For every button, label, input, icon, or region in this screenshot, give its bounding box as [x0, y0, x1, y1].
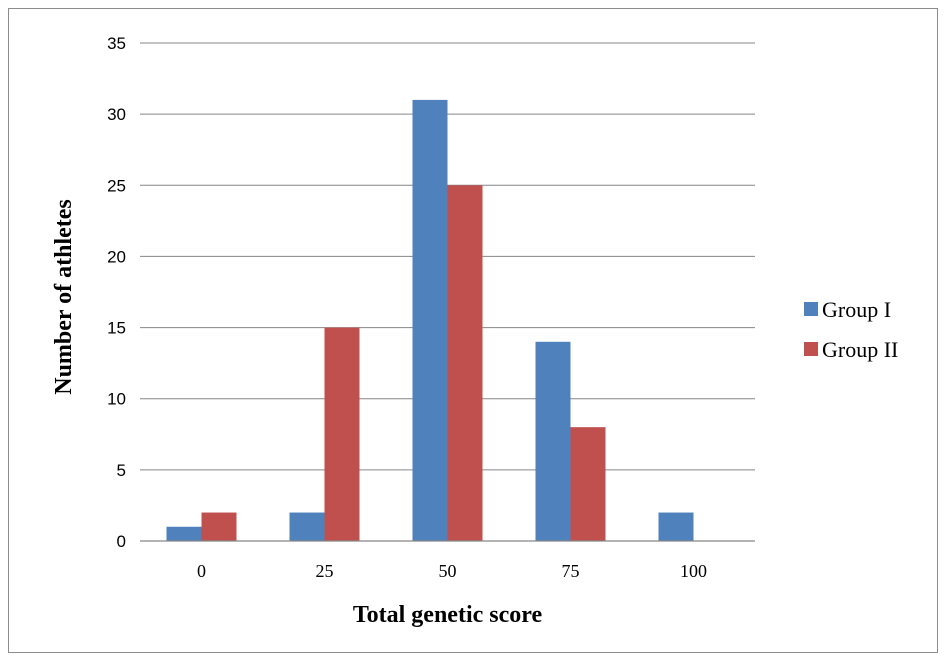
- y-axis-ticks: 0 5 10 15 20 25 30 35: [107, 34, 126, 551]
- bar-group-ii-75: [570, 427, 606, 541]
- legend-label: Group II: [822, 337, 898, 362]
- legend-label: Group I: [822, 297, 891, 322]
- y-tick-label: 35: [107, 34, 126, 53]
- x-tick-label: 25: [316, 561, 334, 581]
- x-axis-ticks: 0 25 50 75 100: [197, 561, 707, 581]
- bar-group-ii-50: [447, 185, 483, 542]
- y-tick-label: 25: [107, 176, 126, 195]
- y-tick-label: 15: [107, 319, 126, 338]
- bar-group-i-50: [412, 99, 448, 542]
- bar-group-ii-0: [201, 512, 237, 541]
- y-tick-label: 30: [107, 105, 126, 124]
- bar-group-i-100: [658, 512, 694, 541]
- y-tick-label: 10: [107, 390, 126, 409]
- legend-swatch: [804, 302, 818, 316]
- y-axis-title: Number of athletes: [51, 199, 77, 395]
- bar-group-i-25: [289, 512, 325, 541]
- x-tick-label: 75: [562, 561, 580, 581]
- bar-group-i-75: [535, 341, 571, 541]
- bar-group-i-0: [166, 526, 202, 541]
- bar-group-ii-25: [324, 327, 360, 541]
- bars: [166, 99, 694, 542]
- y-tick-label: 20: [107, 247, 126, 266]
- legend-swatch: [804, 342, 818, 356]
- x-axis-title: Total genetic score: [353, 602, 543, 628]
- y-tick-label: 0: [117, 532, 126, 551]
- y-tick-label: 5: [117, 461, 126, 480]
- x-tick-label: 0: [197, 561, 206, 581]
- x-tick-label: 100: [680, 561, 707, 581]
- x-tick-label: 50: [439, 561, 457, 581]
- legend: Group I Group II: [804, 297, 898, 362]
